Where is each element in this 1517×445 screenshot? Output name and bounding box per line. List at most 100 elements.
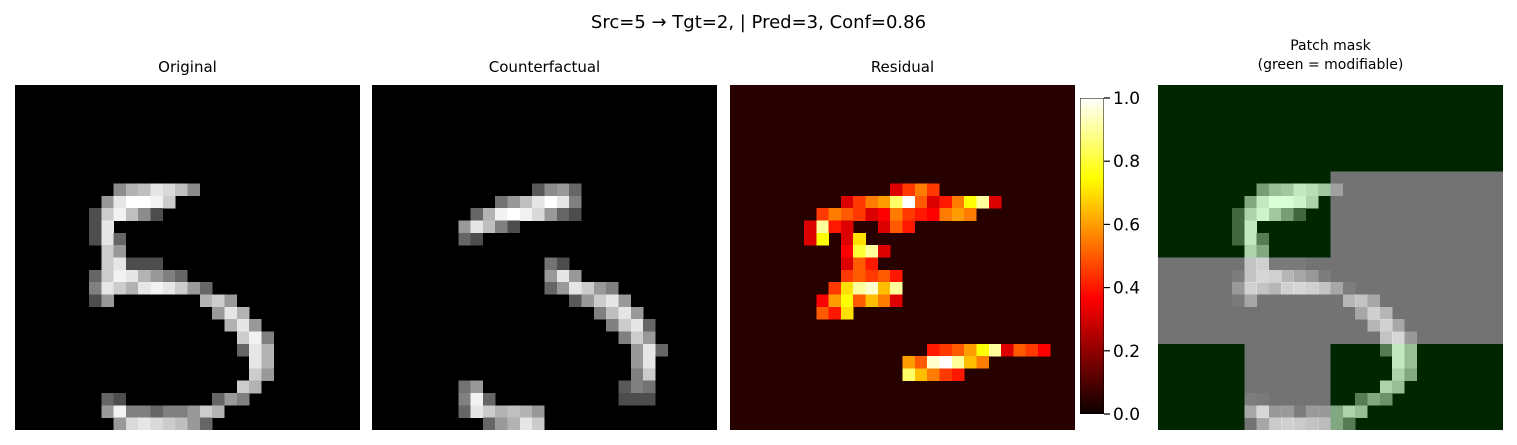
heatmap-cell [630, 393, 644, 406]
heatmap-cell [101, 257, 114, 271]
heatmap-cell [902, 195, 916, 209]
heatmap-cell [816, 220, 829, 234]
mask-digit-cell [1404, 368, 1417, 381]
heatmap-cell [101, 245, 114, 258]
heatmap-cell [88, 294, 102, 308]
mask-digit-cell [1244, 232, 1257, 246]
mask-digit-highlight [1330, 183, 1344, 197]
heatmap-cell [470, 380, 484, 394]
heatmap-cell [150, 183, 164, 197]
heatmap-cell [828, 208, 842, 221]
heatmap-cell [261, 343, 274, 357]
mask-digit-cell [1256, 195, 1270, 209]
heatmap-cell [902, 183, 916, 197]
heatmap-cell [236, 380, 250, 394]
heatmap-cell [927, 343, 940, 357]
heatmap-cell [507, 208, 521, 221]
heatmap-cell [199, 417, 213, 430]
heatmap-cell [606, 282, 619, 295]
heatmap-cell [101, 393, 114, 406]
mask-digit-cell [1355, 405, 1368, 418]
heatmap-cell [556, 195, 570, 209]
mask-digit-highlight [1404, 331, 1417, 344]
heatmap-cell [507, 405, 521, 418]
heatmap-cell [125, 405, 139, 418]
heatmap-cell [890, 183, 903, 197]
mask-digit-highlight [1367, 294, 1381, 308]
residual-heatmap [730, 85, 1075, 430]
heatmap-cell [951, 195, 965, 209]
heatmap-cell [816, 232, 829, 246]
heatmap-cell [88, 208, 102, 221]
mask-digit-highlight [1355, 306, 1368, 320]
heatmap-cell [101, 208, 114, 221]
heatmap-cell [618, 331, 631, 344]
heatmap-cell [556, 208, 570, 221]
heatmap-cell [187, 282, 201, 295]
heatmap-cell [840, 282, 854, 295]
mask-digit-highlight [1379, 306, 1393, 320]
heatmap-cell [569, 282, 582, 295]
heatmap-cell [113, 257, 127, 271]
heatmap-cell [902, 208, 916, 221]
heatmap-cell [643, 319, 656, 332]
heatmap-cell [249, 319, 262, 332]
heatmap-cell [236, 319, 250, 332]
heatmap-cell [853, 282, 866, 295]
panel-title-counterfactual: Counterfactual [488, 58, 601, 76]
mask-digit-highlight [1256, 405, 1270, 418]
modifiable-patch [1158, 85, 1331, 172]
mask-digit-highlight [1367, 306, 1381, 320]
heatmap-cell [199, 294, 213, 308]
heatmap-cell [261, 331, 274, 344]
heatmap-cell [803, 220, 817, 234]
heatmap-cell [618, 380, 631, 394]
heatmap-cell [816, 306, 829, 320]
mask-digit-highlight [1293, 282, 1307, 295]
heatmap-cell [630, 319, 644, 332]
heatmap-cell [101, 195, 114, 209]
heatmap-cell [655, 343, 668, 357]
mask-digit-highlight [1305, 417, 1319, 430]
mask-digit-cell [1244, 195, 1257, 209]
heatmap-cell [927, 208, 940, 221]
mask-digit-cell [1342, 405, 1356, 418]
heatmap-cell [976, 195, 989, 209]
heatmap-cell [187, 183, 201, 197]
heatmap-cell [556, 282, 570, 295]
heatmap-cell [544, 269, 558, 283]
heatmap-cell [816, 208, 829, 221]
heatmap-cell [569, 208, 582, 221]
panel-title-original: Original [158, 58, 217, 76]
heatmap-cell [927, 195, 940, 209]
heatmap-cell [249, 331, 262, 344]
heatmap-cell [853, 208, 866, 221]
heatmap-cell [88, 220, 102, 234]
mask-digit-cell [1256, 232, 1270, 246]
heatmap-cell [840, 245, 854, 258]
heatmap-cell [828, 306, 842, 320]
heatmap-cell [138, 269, 151, 283]
heatmap-cell [890, 195, 903, 209]
heatmap-cell [212, 393, 225, 406]
heatmap-cell [150, 208, 164, 221]
mask-digit-cell [1281, 195, 1294, 209]
mask-digit-cell [1330, 405, 1344, 418]
mask-digit-highlight [1231, 282, 1245, 295]
mask-digit-cell [1318, 183, 1331, 197]
heatmap-cell [187, 417, 201, 430]
mask-digit-highlight [1305, 405, 1319, 418]
colorbar-tick-label: 0.0 [1113, 405, 1140, 425]
heatmap-cell [877, 294, 891, 308]
heatmap-cell [927, 368, 940, 381]
mask-digit-cell [1293, 195, 1307, 209]
heatmap-cell [458, 393, 471, 406]
heatmap-cell [175, 269, 188, 283]
heatmap-cell [939, 343, 953, 357]
heatmap-cell [890, 220, 903, 234]
heatmap-cell [101, 294, 114, 308]
heatmap-cell [877, 220, 891, 234]
heatmap-cell [458, 405, 471, 418]
mask-digit-cell [1305, 183, 1319, 197]
heatmap-cell [865, 294, 879, 308]
